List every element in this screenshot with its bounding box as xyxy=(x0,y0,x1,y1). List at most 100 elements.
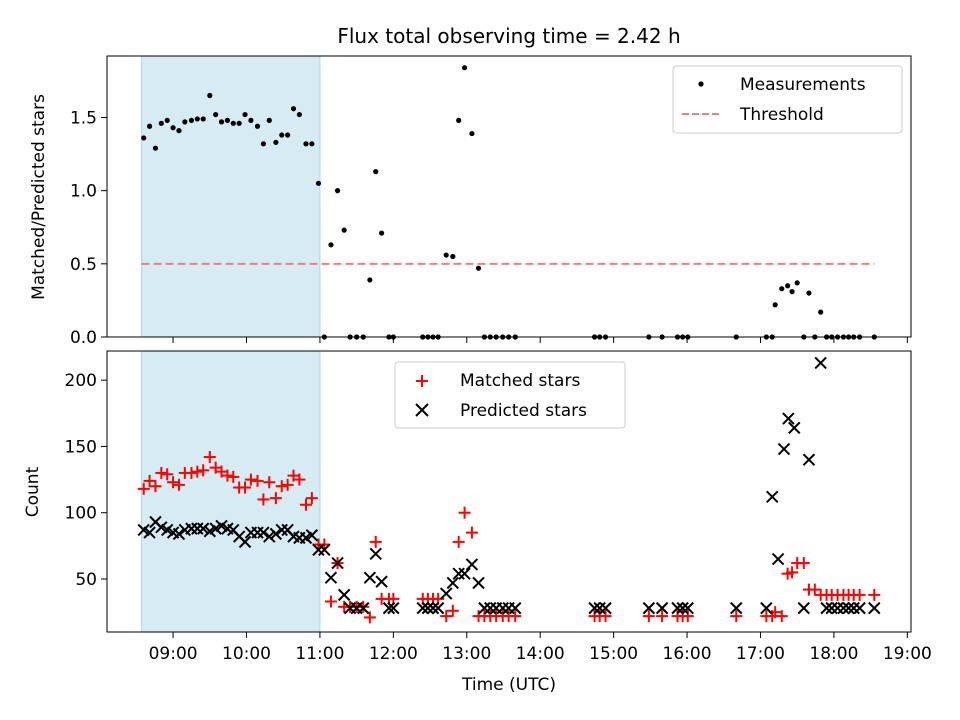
predicted-star-point xyxy=(318,543,331,557)
predicted-star-point xyxy=(375,575,388,588)
matched-star-point xyxy=(269,492,282,505)
matched-star-point xyxy=(324,595,337,608)
matched-star-point xyxy=(452,535,465,548)
ratio-legend: Measurements Threshold xyxy=(672,65,903,134)
ratio-shaded-span xyxy=(141,55,321,338)
measurement-point xyxy=(818,309,824,315)
matched-star-point xyxy=(599,610,612,623)
predicted-star-point xyxy=(452,567,465,580)
predicted-star-point xyxy=(191,522,204,535)
predicted-star-point xyxy=(681,601,694,615)
predicted-star-point xyxy=(185,522,198,535)
ratio-axes-frame xyxy=(106,55,912,338)
legend-measurements-label: Measurements xyxy=(740,75,866,95)
ratio-y-tick-label: 1.0 xyxy=(70,182,97,202)
measurement-point xyxy=(315,180,322,186)
count-y-tick-label: 100 xyxy=(65,504,97,524)
predicted-star-point xyxy=(196,522,210,535)
predicted-star-point xyxy=(357,601,370,615)
matched-star-point xyxy=(853,588,866,601)
measurement-point xyxy=(213,111,219,118)
predicted-star-point xyxy=(820,601,833,615)
matched-star-point xyxy=(775,610,788,623)
matched-star-point xyxy=(275,480,288,493)
legend-matched-label: Matched stars xyxy=(460,371,580,391)
count-y-tick-label: 200 xyxy=(65,371,97,391)
measurement-point xyxy=(273,139,279,145)
predicted-star-point xyxy=(143,526,156,539)
measurement-point xyxy=(443,252,449,258)
count-legend: Matched stars Predicted stars xyxy=(394,361,626,429)
matched-star-point xyxy=(227,470,240,483)
x-axis-label: Time (UTC) xyxy=(461,675,556,695)
matched-star-point xyxy=(149,480,162,493)
x-tick-label: 15:00 xyxy=(589,644,638,664)
predicted-star-point xyxy=(642,601,656,615)
measurement-point xyxy=(176,128,182,134)
predicted-star-point xyxy=(331,556,344,570)
matched-star-point xyxy=(251,474,264,487)
measurement-point xyxy=(285,132,291,138)
matched-star-point xyxy=(868,588,881,601)
predicted-star-point xyxy=(788,421,801,435)
predicted-star-point xyxy=(782,412,795,425)
ratio-y-tick-label: 0.5 xyxy=(70,255,97,275)
measurement-point xyxy=(303,141,309,147)
predicted-star-point xyxy=(676,601,689,615)
matched-star-point xyxy=(203,451,216,464)
count-legend-box xyxy=(394,361,626,429)
measurement-point xyxy=(242,111,248,118)
predicted-star-point xyxy=(251,526,264,539)
matched-star-point xyxy=(281,478,294,491)
measurement-point xyxy=(200,116,206,122)
measurement-point xyxy=(373,169,379,175)
measurement-point xyxy=(379,230,385,236)
predicted-star-point xyxy=(588,601,601,615)
measurement-point xyxy=(785,283,791,289)
measurement-point xyxy=(224,117,231,123)
predicted-star-point xyxy=(837,601,850,615)
count-y-tick-label: 50 xyxy=(75,570,97,590)
matched-star-point xyxy=(642,610,655,623)
predicted-star-point xyxy=(458,567,471,580)
predicted-star-point xyxy=(671,601,684,615)
count-panel: 50 100 150 200 09:00 10:00 11:00 12:00 13:00 14:… xyxy=(23,350,932,695)
measurement-point xyxy=(806,290,812,296)
ratio-y-ticks: 0.0 0.5 1.0 1.5 xyxy=(70,108,107,348)
measurement-point xyxy=(182,119,188,125)
predicted-star-point xyxy=(760,601,773,615)
predicted-star-point xyxy=(275,523,288,537)
matched-star-point xyxy=(244,473,257,486)
predicted-star-point xyxy=(478,601,491,615)
measurement-point xyxy=(141,135,147,141)
matched-star-point xyxy=(446,604,459,617)
measurement-point xyxy=(794,280,800,286)
measurement-point xyxy=(170,125,176,131)
predicted-star-point xyxy=(777,442,791,456)
measurement-point xyxy=(772,302,778,308)
predicted-star-point xyxy=(484,601,497,615)
measurement-point xyxy=(296,111,302,118)
measurement-point xyxy=(789,289,795,295)
count-y-ticks: 50 100 150 200 xyxy=(65,371,107,590)
predicted-star-point xyxy=(847,601,860,615)
predicted-star-point xyxy=(324,571,338,584)
x-tick-label: 19:00 xyxy=(883,644,932,664)
measurement-point xyxy=(207,92,213,99)
measurement-point xyxy=(158,120,164,126)
ratio-y-axis-label: Matched/Predicted stars xyxy=(29,94,49,300)
measurement-point xyxy=(152,145,159,151)
measurement-point xyxy=(290,106,297,112)
legend-matched-marker xyxy=(416,375,428,387)
predicted-star-point xyxy=(382,601,396,615)
predicted-star-point xyxy=(766,490,779,504)
matched-star-point xyxy=(185,466,198,479)
measurement-point xyxy=(254,123,261,129)
predicted-star-point xyxy=(440,587,453,600)
measurement-point xyxy=(309,141,315,147)
matched-star-point xyxy=(263,476,276,489)
matched-star-point xyxy=(797,557,810,570)
count-axes-frame xyxy=(106,350,912,633)
matched-star-point xyxy=(299,498,312,511)
measurement-point xyxy=(779,286,785,292)
